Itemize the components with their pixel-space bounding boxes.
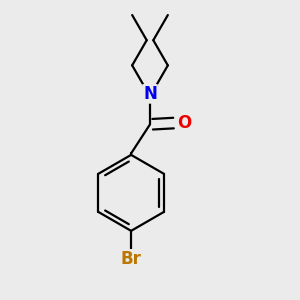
Text: O: O: [177, 114, 191, 132]
Text: Br: Br: [121, 250, 142, 268]
Text: N: N: [143, 85, 157, 103]
